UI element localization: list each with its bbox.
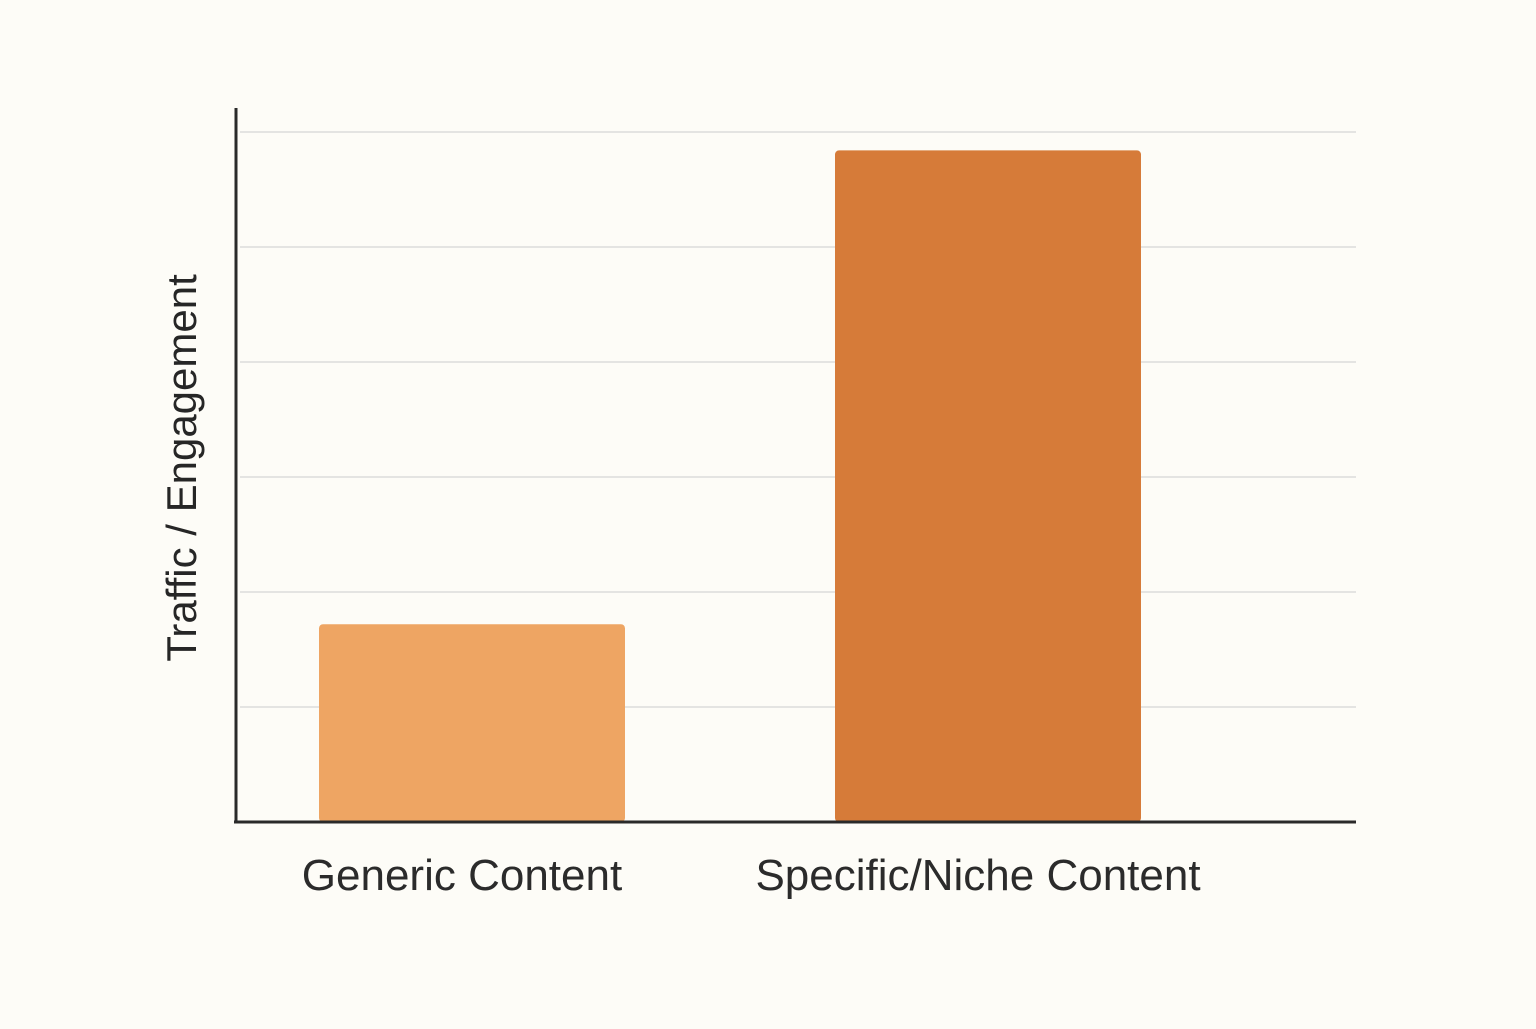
bars — [319, 150, 1141, 822]
y-axis-label: Traffic / Engagement — [158, 274, 205, 662]
bar-generic-content — [319, 624, 625, 822]
x-tick-label: Specific/Niche Content — [755, 851, 1200, 900]
gridlines — [240, 131, 1356, 708]
x-tick-labels: Generic Content Specific/Niche Content — [302, 851, 1201, 900]
bar-specific-niche-content — [835, 150, 1141, 822]
x-tick-label: Generic Content — [302, 851, 622, 900]
